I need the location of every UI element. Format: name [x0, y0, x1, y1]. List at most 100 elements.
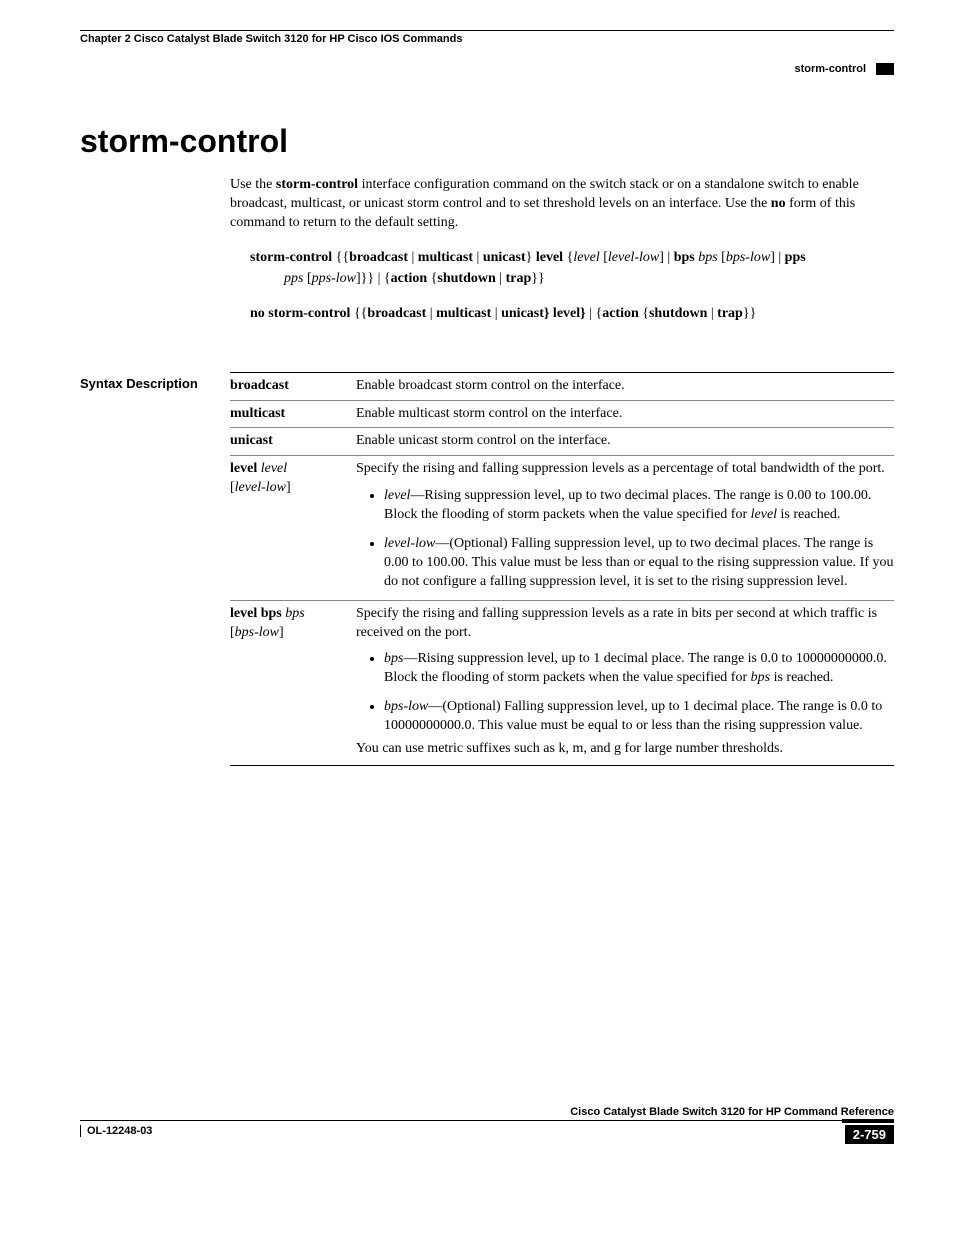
- arg: level: [261, 461, 287, 476]
- chapter-label: Chapter 2 Cisco Catalyst Blade Switch 31…: [80, 33, 462, 45]
- page-title: storm-control: [80, 123, 894, 160]
- kw: level: [230, 461, 257, 476]
- arg: bps: [695, 250, 718, 265]
- punct: | {: [586, 306, 603, 321]
- punct: [: [303, 271, 311, 286]
- punct: |: [491, 306, 501, 321]
- table-row: level level [level-low] Specify the risi…: [230, 456, 894, 600]
- kw: no storm-control: [250, 306, 350, 321]
- kw: level bps: [230, 606, 282, 621]
- kw: unicast: [501, 306, 544, 321]
- param-desc: Specify the rising and falling suppressi…: [356, 605, 894, 761]
- list-item: bps—Rising suppression level, up to 1 de…: [384, 650, 894, 688]
- punct: [: [600, 250, 608, 265]
- desc-text: is reached.: [770, 670, 833, 685]
- arg: bps: [751, 670, 770, 685]
- kw: trap: [506, 271, 532, 286]
- header-topic: storm-control: [795, 63, 867, 75]
- table-row: level bps bps [bps-low] Specify the risi…: [230, 601, 894, 765]
- arg: level: [384, 488, 410, 503]
- header-right: storm-control: [80, 63, 894, 75]
- param-desc: Enable multicast storm control on the in…: [356, 405, 894, 424]
- table-row: broadcast Enable broadcast storm control…: [230, 373, 894, 401]
- kw: broadcast: [367, 306, 426, 321]
- kw: pps: [785, 250, 806, 265]
- arg: bps-low: [384, 699, 428, 714]
- desc-text: —(Optional) Falling suppression level, u…: [384, 536, 894, 589]
- punct: {: [639, 306, 649, 321]
- kw: bps: [674, 250, 695, 265]
- doc-id: OL-12248-03: [87, 1125, 152, 1137]
- kw: trap: [717, 306, 743, 321]
- punct: ]}} | {: [356, 271, 391, 286]
- punct: |: [473, 250, 483, 265]
- desc-text: Specify the rising and falling suppressi…: [356, 605, 894, 643]
- punct: {{: [350, 306, 367, 321]
- punct: ] |: [770, 250, 784, 265]
- punct: |: [426, 306, 436, 321]
- list-item: bps-low—(Optional) Falling suppression l…: [384, 698, 894, 736]
- arg: level-low: [235, 480, 286, 495]
- param-desc: Enable unicast storm control on the inte…: [356, 432, 894, 451]
- page: Chapter 2 Cisco Catalyst Blade Switch 31…: [0, 0, 954, 1174]
- kw: unicast: [483, 250, 526, 265]
- bullet-list: level—Rising suppression level, up to tw…: [356, 487, 894, 591]
- table-row: multicast Enable multicast storm control…: [230, 401, 894, 429]
- kw: shutdown: [437, 271, 495, 286]
- syntax-description-section: Syntax Description broadcast Enable broa…: [80, 372, 894, 766]
- kw: action: [391, 271, 428, 286]
- param-desc: Specify the rising and falling suppressi…: [356, 460, 894, 595]
- kw: multicast: [436, 306, 491, 321]
- param: level level [level-low]: [230, 460, 356, 595]
- intro-text: Use the: [230, 177, 276, 192]
- desc-text: is reached.: [777, 507, 840, 522]
- punct: }: [526, 250, 536, 265]
- arg: bps-low: [235, 625, 279, 640]
- table-row: unicast Enable unicast storm control on …: [230, 428, 894, 456]
- page-number: 2-759: [845, 1125, 894, 1144]
- arg: pps-low: [312, 271, 356, 286]
- syntax-table: broadcast Enable broadcast storm control…: [230, 372, 894, 766]
- footer-book-title: Cisco Catalyst Blade Switch 3120 for HP …: [570, 1106, 894, 1118]
- kw: broadcast: [349, 250, 408, 265]
- intro-no: no: [771, 196, 786, 211]
- syntax-line: storm-control {{broadcast | multicast | …: [250, 247, 894, 268]
- arg: bps-low: [726, 250, 770, 265]
- arg: level-low: [608, 250, 659, 265]
- kw: action: [602, 306, 639, 321]
- desc-text: —(Optional) Falling suppression level, u…: [384, 699, 882, 733]
- kw: storm-control: [250, 250, 332, 265]
- bullet-list: bps—Rising suppression level, up to 1 de…: [356, 650, 894, 736]
- section-heading: Syntax Description: [80, 372, 230, 391]
- kw: shutdown: [649, 306, 707, 321]
- desc-text: Specify the rising and falling suppressi…: [356, 460, 894, 479]
- param: broadcast: [230, 378, 289, 393]
- param: unicast: [230, 433, 273, 448]
- header-rule: [80, 30, 894, 31]
- arg: pps: [284, 271, 303, 286]
- punct: }}: [743, 306, 756, 321]
- footer-doc-id: OL-12248-03: [80, 1125, 152, 1137]
- footer-bar-icon: [842, 1119, 894, 1123]
- punct: }}: [531, 271, 544, 286]
- kw: multicast: [418, 250, 473, 265]
- arg: level: [573, 250, 599, 265]
- arg: level-low: [384, 536, 435, 551]
- header-marker-icon: [876, 63, 894, 75]
- arg: level: [751, 507, 777, 522]
- page-footer: Cisco Catalyst Blade Switch 3120 for HP …: [80, 1106, 894, 1144]
- running-head: Chapter 2 Cisco Catalyst Blade Switch 31…: [80, 33, 894, 45]
- kw: } level}: [544, 306, 586, 321]
- list-item: level-low—(Optional) Falling suppression…: [384, 535, 894, 592]
- desc-text: You can use metric suffixes such as k, m…: [356, 740, 894, 759]
- punct: {: [563, 250, 573, 265]
- punct: {: [427, 271, 437, 286]
- param: multicast: [230, 406, 285, 421]
- intro-paragraph: Use the storm-control interface configur…: [230, 176, 894, 233]
- punct: |: [707, 306, 717, 321]
- syntax-usage: storm-control {{broadcast | multicast | …: [250, 247, 894, 324]
- param: level bps bps [bps-low]: [230, 605, 356, 761]
- syntax-line: pps [pps-low]}} | {action {shutdown | tr…: [284, 268, 894, 289]
- punct: [: [718, 250, 726, 265]
- kw: level: [536, 250, 563, 265]
